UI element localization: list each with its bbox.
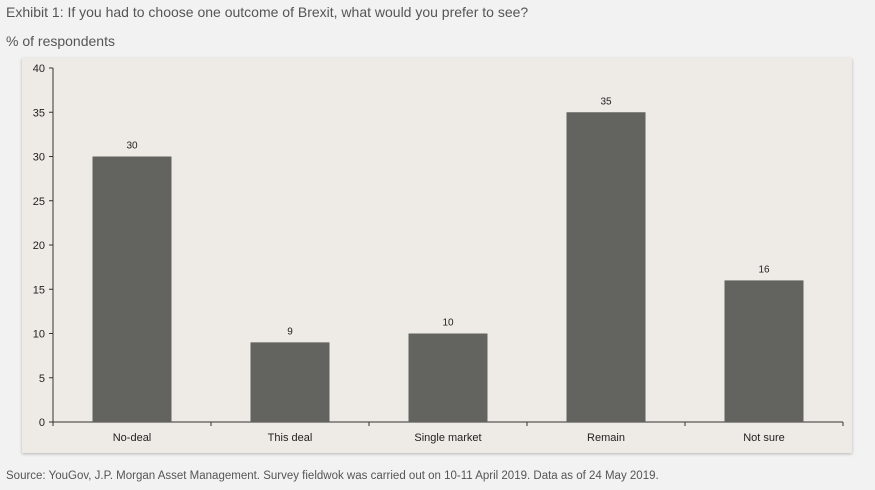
chart-subtitle: % of respondents [6,33,115,49]
y-tick-label: 30 [33,152,45,164]
x-tick-label: This deal [268,432,313,444]
bar-this-deal [250,342,330,422]
y-tick-label: 25 [33,196,45,208]
data-label: 16 [758,264,770,275]
y-tick-label: 5 [39,373,45,385]
data-label: 30 [126,141,138,152]
bar-not-sure [724,280,804,422]
y-tick-label: 10 [33,329,45,341]
data-label: 35 [600,96,612,107]
y-tick-label: 15 [33,284,45,296]
source-note: Source: YouGov, J.P. Morgan Asset Manage… [6,470,659,482]
x-tick-label: No-deal [113,432,152,444]
y-tick-label: 20 [33,240,45,252]
x-tick-label: Remain [587,432,625,444]
y-tick-label: 0 [39,417,45,429]
x-tick-label: Single market [414,432,481,444]
bar-no-deal [92,156,172,422]
data-label: 10 [442,318,454,329]
chart-title: Exhibit 1: If you had to choose one outc… [6,4,529,20]
bar-remain [566,112,646,422]
x-tick-label: Not sure [743,432,785,444]
y-tick-label: 35 [33,107,45,119]
y-tick-label: 40 [33,63,45,75]
data-label: 9 [287,326,293,337]
bar-single-market [408,333,488,422]
